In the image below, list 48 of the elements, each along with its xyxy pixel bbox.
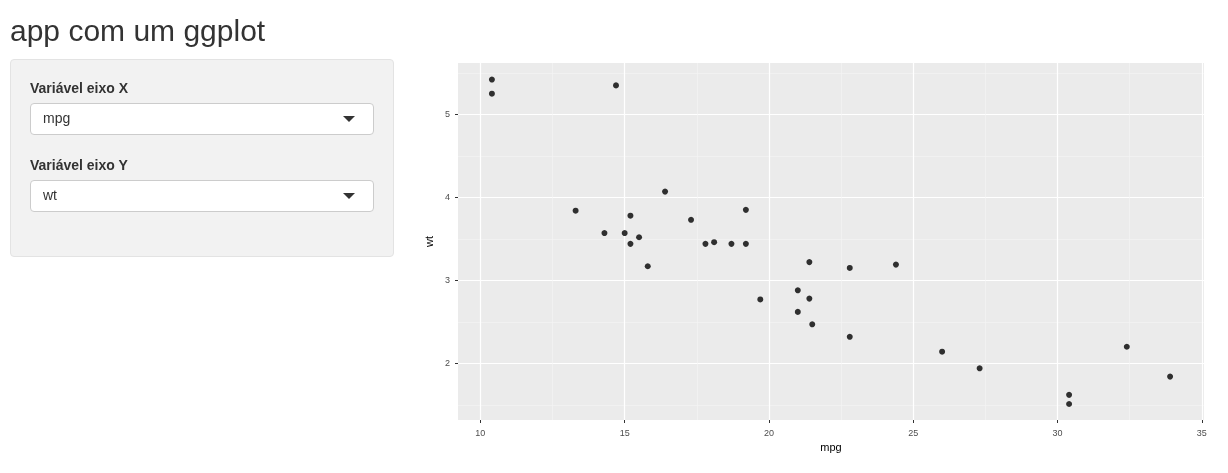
y-axis-title: wt [422, 236, 435, 248]
text: app com um ggplot [10, 14, 266, 48]
point [688, 216, 695, 223]
point [1167, 373, 1174, 380]
point [662, 188, 669, 195]
x-axis-title: mpg [820, 441, 842, 454]
x-tick-label: 35 [1196, 427, 1207, 438]
x-tick-label: 20 [763, 427, 774, 438]
point [939, 348, 946, 355]
point [806, 295, 813, 302]
x-tick-label: 25 [908, 427, 919, 438]
dropdown-field: mpg [30, 103, 374, 135]
point [794, 308, 801, 315]
point [601, 230, 608, 237]
point [711, 239, 718, 246]
x-tick-label: 10 [475, 427, 486, 438]
point [846, 264, 853, 271]
dropdown-field: wt [30, 180, 374, 212]
point [892, 261, 899, 268]
point [488, 76, 495, 83]
point [806, 259, 813, 266]
y-tick-label: 3 [444, 275, 450, 286]
point [809, 321, 816, 328]
point [572, 207, 579, 214]
point [644, 263, 651, 270]
point [1066, 400, 1073, 407]
point [742, 240, 749, 247]
x-tick-label: 30 [1052, 427, 1063, 438]
point [728, 240, 735, 247]
point [627, 212, 634, 219]
x-tick-label: 15 [619, 427, 630, 438]
point [636, 234, 643, 241]
point [621, 230, 628, 237]
point [1123, 343, 1130, 350]
point [613, 82, 619, 89]
point [794, 287, 801, 294]
point [702, 240, 709, 247]
y-tick-label: 5 [444, 109, 450, 120]
y-tick-label: 2 [444, 358, 450, 369]
point [1066, 391, 1073, 398]
y-tick-label: 4 [444, 192, 450, 203]
text: Variável eixo Y [30, 157, 129, 173]
text: Variável eixo X [30, 80, 130, 96]
point [488, 90, 495, 97]
point [742, 206, 749, 213]
point [627, 240, 634, 247]
point [846, 333, 853, 340]
point [976, 365, 983, 372]
